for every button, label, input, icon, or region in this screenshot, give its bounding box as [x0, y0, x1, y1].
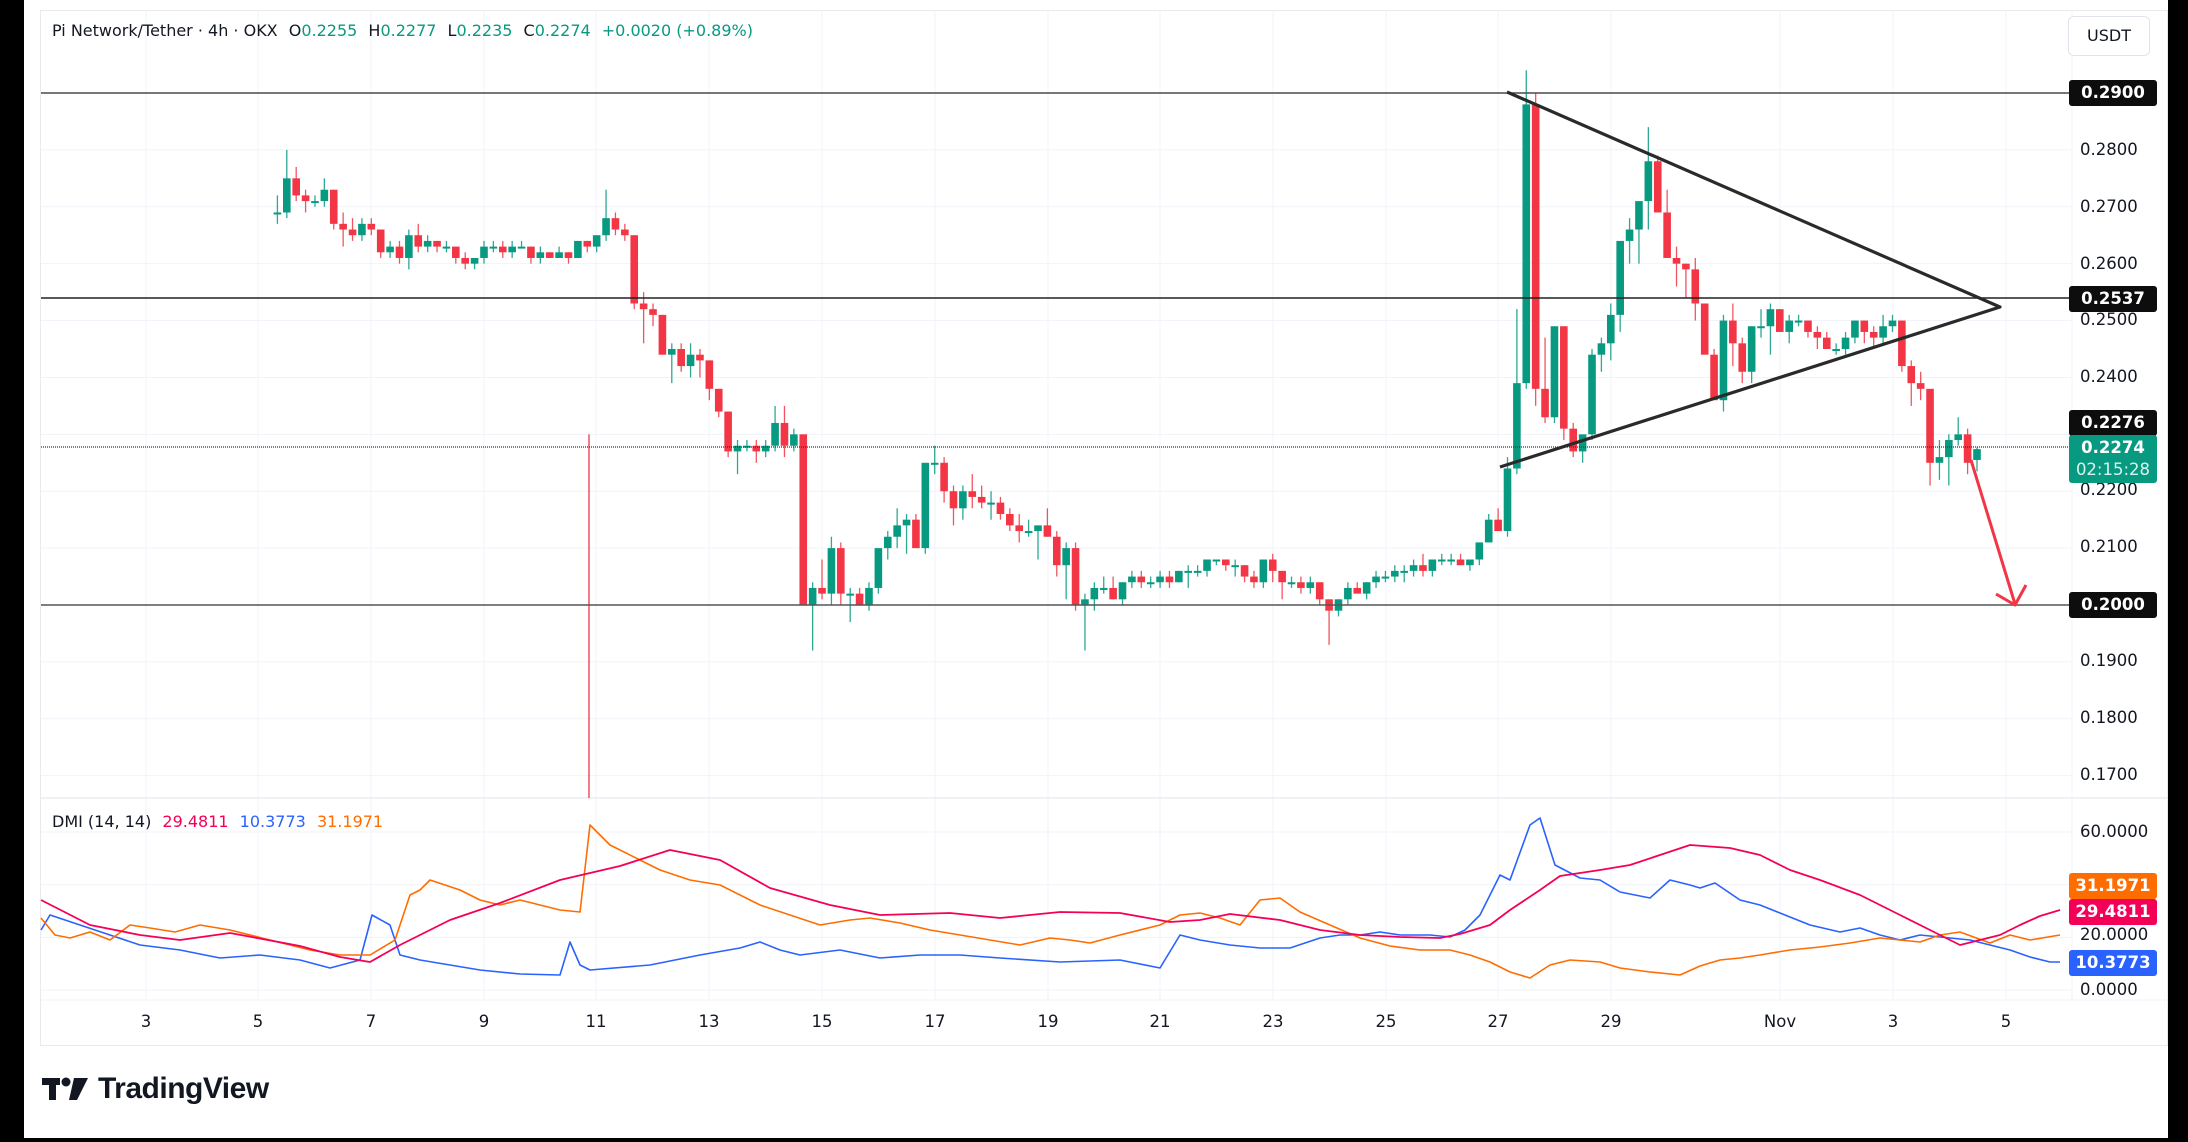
price-axis-label: 0.2600: [2080, 254, 2138, 273]
time-label: Nov: [1763, 1012, 1797, 1031]
prev-close-tag: 0.2276: [2069, 410, 2157, 436]
symbol-legend: Pi Network/Tether · 4h · OKX O0.2255 H0.…: [52, 21, 753, 40]
resistance-mid-tag: 0.2537: [2069, 286, 2157, 312]
price-axis-label: 0.2800: [2080, 140, 2138, 159]
time-label: 13: [698, 1012, 720, 1031]
time-label: 5: [252, 1012, 264, 1031]
time-label: 5: [2000, 1012, 2012, 1031]
grid-lines: [41, 10, 2168, 1001]
resistance-top-tag: 0.2900: [2069, 80, 2157, 106]
price-axis-label: 0.2100: [2080, 537, 2138, 556]
time-label: 15: [811, 1012, 833, 1031]
time-label: 21: [1149, 1012, 1171, 1031]
last-price-tag: 0.2274 02:15:28: [2069, 435, 2157, 483]
last-price: 0.2274: [2081, 438, 2145, 457]
time-label: 27: [1487, 1012, 1509, 1031]
plus-di-value: 10.3773: [239, 812, 306, 831]
minus-di-tag: 31.1971: [2069, 873, 2157, 899]
adx-tag: 29.4811: [2069, 899, 2157, 925]
time-label: 7: [365, 1012, 377, 1031]
currency-button[interactable]: USDT: [2068, 16, 2150, 56]
dmi-title[interactable]: DMI (14, 14): [52, 812, 152, 831]
minus-di-value: 31.1971: [316, 812, 384, 831]
price-axis-label: 0.2200: [2080, 480, 2138, 499]
high-value: 0.2277: [380, 21, 437, 40]
open-value: 0.2255: [301, 21, 358, 40]
price-axis-label: 0.2700: [2080, 197, 2138, 216]
price-axis-label: 0.1800: [2080, 708, 2138, 727]
time-label: 19: [1037, 1012, 1059, 1031]
dmi-lines: [40, 817, 2061, 979]
price-axis-label: 0.2400: [2080, 367, 2138, 386]
price-axis-label: 0.2500: [2080, 310, 2138, 329]
time-label: 3: [140, 1012, 152, 1031]
tradingview-logo[interactable]: TradingView: [42, 1072, 269, 1106]
price-axis-label: 0.1900: [2080, 651, 2138, 670]
chart-frame[interactable]: [40, 10, 2168, 1046]
support-tag: 0.2000: [2069, 592, 2157, 618]
candlesticks: [273, 70, 1981, 798]
tradingview-mark-icon: [42, 1077, 88, 1100]
dmi-axis-label: 60.0000: [2080, 822, 2149, 841]
time-label: 23: [1262, 1012, 1284, 1031]
dmi-legend: DMI (14, 14) 29.4811 10.3773 31.1971: [52, 812, 389, 831]
adx-value: 29.4811: [162, 812, 229, 831]
change-value: +0.0020 (+0.89%): [601, 21, 753, 40]
brand-name: TradingView: [98, 1072, 269, 1105]
plus-di-tag: 10.3773: [2069, 950, 2157, 976]
time-label: 25: [1375, 1012, 1397, 1031]
dmi-axis-label: 20.0000: [2080, 925, 2149, 944]
low-value: 0.2235: [456, 21, 513, 40]
time-label: 29: [1600, 1012, 1622, 1031]
close-value: 0.2274: [534, 21, 591, 40]
time-label: 11: [585, 1012, 607, 1031]
time-label: 17: [924, 1012, 946, 1031]
time-label: 3: [1887, 1012, 1899, 1031]
time-label: 9: [478, 1012, 490, 1031]
symbol-title[interactable]: Pi Network/Tether · 4h · OKX: [52, 21, 278, 40]
bar-countdown: 02:15:28: [2075, 460, 2151, 479]
price-axis-label: 0.1700: [2080, 765, 2138, 784]
dmi-axis-label: 0.0000: [2080, 980, 2138, 999]
drawings: [41, 90, 2072, 607]
